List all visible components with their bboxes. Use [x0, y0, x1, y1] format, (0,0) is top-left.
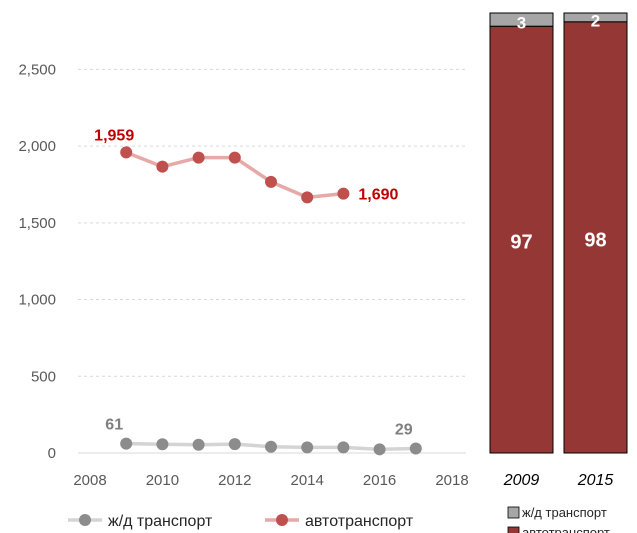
- x-tick-label: 2010: [146, 472, 179, 489]
- y-tick-label: 2,500: [18, 61, 56, 78]
- data-point: [337, 187, 350, 200]
- data-point: [301, 191, 314, 204]
- bar-value-label: 97: [510, 232, 532, 254]
- y-tick-label: 2,000: [18, 138, 56, 155]
- data-label: 61: [105, 417, 123, 434]
- data-point: [156, 160, 169, 173]
- bar-segment: [563, 21, 628, 454]
- data-point: [337, 441, 350, 454]
- data-point: [301, 441, 314, 454]
- y-tick-label: 1,500: [18, 215, 56, 232]
- data-point: [265, 175, 277, 188]
- data-point: [156, 438, 169, 451]
- x-tick-label: 2012: [218, 472, 251, 489]
- data-point: [373, 443, 386, 456]
- data-point: [409, 442, 422, 455]
- data-point: [192, 151, 205, 164]
- data-label: 1,690: [358, 187, 398, 204]
- data-point: [228, 438, 241, 451]
- bar-segment: [489, 12, 554, 27]
- y-tick-label: 0: [48, 445, 56, 462]
- x-tick-label: 2014: [291, 472, 324, 489]
- bar-value-label: 3: [517, 14, 526, 33]
- legend-label: ж/д транспорт: [108, 513, 213, 530]
- legend-label: автотранспорт: [305, 513, 414, 530]
- category-label: 2015: [577, 472, 614, 489]
- bar-value-label: 98: [584, 229, 606, 251]
- x-tick-label: 2016: [363, 472, 396, 489]
- data-point: [265, 440, 277, 453]
- bar-value-label: 2: [591, 11, 600, 30]
- data-label: 1,959: [94, 127, 134, 144]
- legend-swatch: [507, 526, 520, 533]
- legend-marker: [276, 514, 288, 526]
- x-tick-label: 2008: [73, 472, 106, 489]
- bar-segment: [563, 12, 628, 23]
- y-tick-label: 1,000: [18, 292, 56, 309]
- legend-marker: [79, 514, 91, 526]
- data-point: [120, 437, 133, 450]
- x-tick-label: 2018: [435, 472, 468, 489]
- y-tick-label: 500: [31, 368, 56, 385]
- legend-swatch: [507, 506, 520, 519]
- bar-segment: [489, 25, 554, 454]
- data-label: 29: [395, 422, 413, 439]
- data-point: [228, 151, 241, 164]
- legend-label: ж/д транспорт: [522, 505, 607, 520]
- line-chart: 0 500 1,000 1,500 2,000 2,500 2008 2010 2012 2014…: [18, 61, 468, 530]
- category-label: 2009: [503, 472, 540, 489]
- data-point: [192, 438, 205, 451]
- data-point: [120, 146, 133, 159]
- legend-label: автотранспорт: [522, 525, 610, 533]
